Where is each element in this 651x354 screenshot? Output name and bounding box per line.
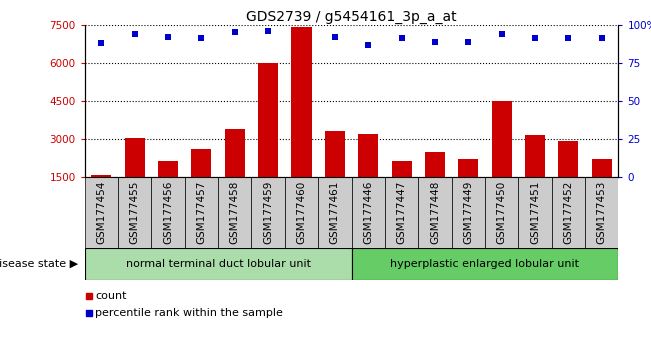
Bar xyxy=(151,177,185,248)
Bar xyxy=(352,248,618,280)
Bar xyxy=(425,152,445,177)
Bar xyxy=(218,177,251,248)
Bar xyxy=(525,135,545,177)
Bar xyxy=(318,177,352,248)
Title: GDS2739 / g5454161_3p_a_at: GDS2739 / g5454161_3p_a_at xyxy=(246,10,457,24)
Text: GSM177454: GSM177454 xyxy=(96,181,106,244)
Text: GSM177449: GSM177449 xyxy=(464,181,473,244)
Text: percentile rank within the sample: percentile rank within the sample xyxy=(95,308,283,318)
Text: GSM177453: GSM177453 xyxy=(597,181,607,244)
Bar xyxy=(118,177,151,248)
Bar xyxy=(559,142,578,177)
Text: GSM177455: GSM177455 xyxy=(130,181,140,244)
Text: GSM177458: GSM177458 xyxy=(230,181,240,244)
Text: count: count xyxy=(95,291,127,301)
Text: GSM177448: GSM177448 xyxy=(430,181,440,244)
Bar xyxy=(125,138,145,177)
Bar xyxy=(485,177,518,248)
Bar xyxy=(85,177,118,248)
Bar xyxy=(225,129,245,177)
Bar xyxy=(352,177,385,248)
Text: GSM177456: GSM177456 xyxy=(163,181,173,244)
Text: GSM177451: GSM177451 xyxy=(530,181,540,244)
Text: GSM177460: GSM177460 xyxy=(296,181,307,244)
Bar xyxy=(158,160,178,177)
Bar xyxy=(492,101,512,177)
Bar xyxy=(592,159,612,177)
Text: GSM177461: GSM177461 xyxy=(330,181,340,244)
Bar xyxy=(458,159,478,177)
Bar xyxy=(85,248,352,280)
Text: normal terminal duct lobular unit: normal terminal duct lobular unit xyxy=(126,259,311,269)
Bar xyxy=(452,177,485,248)
Bar xyxy=(392,160,411,177)
Text: GSM177452: GSM177452 xyxy=(563,181,574,244)
Bar xyxy=(258,63,278,177)
Bar xyxy=(285,177,318,248)
Text: GSM177450: GSM177450 xyxy=(497,181,506,244)
Bar xyxy=(185,177,218,248)
Text: GSM177446: GSM177446 xyxy=(363,181,373,244)
Text: hyperplastic enlarged lobular unit: hyperplastic enlarged lobular unit xyxy=(391,259,579,269)
Text: GSM177457: GSM177457 xyxy=(197,181,206,244)
Bar xyxy=(585,177,618,248)
Text: GSM177459: GSM177459 xyxy=(263,181,273,244)
Bar xyxy=(518,177,551,248)
Bar xyxy=(191,149,212,177)
Bar xyxy=(385,177,418,248)
Bar xyxy=(418,177,452,248)
Bar xyxy=(551,177,585,248)
Bar xyxy=(358,134,378,177)
Bar xyxy=(251,177,285,248)
Text: GSM177447: GSM177447 xyxy=(396,181,407,244)
Text: disease state ▶: disease state ▶ xyxy=(0,259,78,269)
Bar xyxy=(292,27,311,177)
Bar xyxy=(325,131,345,177)
Bar xyxy=(91,176,111,177)
